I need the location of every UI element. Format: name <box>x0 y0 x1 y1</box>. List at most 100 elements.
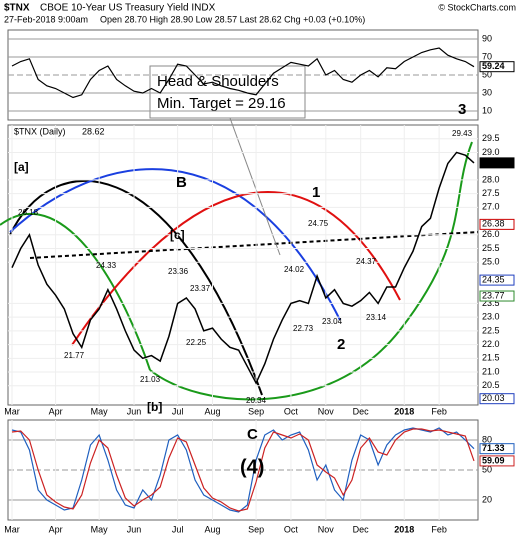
wave-label: 3 <box>458 101 466 118</box>
series-line <box>11 427 475 513</box>
y-tick-label: 50 <box>482 69 492 79</box>
x-tick-label: Nov <box>318 406 335 416</box>
x-tick-label: Oct <box>284 406 299 416</box>
price-annotation: 23.04 <box>322 317 343 326</box>
series-line <box>11 47 475 99</box>
cycle-arc <box>71 191 401 346</box>
y-tick-label: 22.5 <box>482 325 500 335</box>
x-tick-label: May <box>91 406 109 416</box>
y-tick-label: 30 <box>482 87 492 97</box>
price-annotation: 21.77 <box>64 351 85 360</box>
neckline <box>29 231 479 259</box>
wave-label: [b] <box>147 400 162 414</box>
cycle-arc <box>0 212 151 371</box>
wave-label: [a] <box>14 160 29 174</box>
x-tick-label: Feb <box>431 524 447 534</box>
last-value-label: 59.09 <box>482 455 505 465</box>
series-line <box>11 428 475 512</box>
level-box <box>479 274 515 286</box>
y-tick-label: 29.5 <box>482 133 500 143</box>
price-annotation: 23.14 <box>366 313 387 322</box>
y-tick-label: 29.0 <box>482 147 500 157</box>
y-tick-label: 90 <box>482 33 492 43</box>
callout-text: Min. Target = 29.16 <box>157 95 286 112</box>
x-tick-label: Apr <box>49 524 63 534</box>
x-tick-label: Jul <box>172 406 184 416</box>
price-annotation: 20.34 <box>246 396 267 405</box>
last-value-label: 59.24 <box>482 61 505 71</box>
x-tick-label: 2018 <box>394 406 414 416</box>
x-tick-label: Oct <box>284 524 299 534</box>
x-tick-label: Jun <box>127 406 142 416</box>
callout-pointer <box>229 117 281 256</box>
x-tick-label: Mar <box>4 524 20 534</box>
y-tick-label: 23.0 <box>482 312 500 322</box>
x-tick-label: Jul <box>172 524 184 534</box>
wave-label: (4) <box>240 456 264 478</box>
price-annotation: 22.73 <box>293 324 314 333</box>
price-annotation: 23.37 <box>190 284 211 293</box>
y-tick-label: 20.5 <box>482 380 500 390</box>
y-tick-label: 25.0 <box>482 257 500 267</box>
price-panel <box>7 124 479 406</box>
credit: © StockCharts.com <box>438 2 516 12</box>
callout-text: Head & Shoulders <box>157 73 279 90</box>
series-legend: $TNX (Daily) <box>14 126 66 136</box>
y-tick-label: 27.5 <box>482 188 500 198</box>
cycle-arc <box>9 168 341 321</box>
x-tick-label: Dec <box>353 406 370 416</box>
date: 27-Feb-2018 9:00am <box>4 14 88 24</box>
cycle-arcs <box>0 141 473 401</box>
wave-label: 2 <box>337 336 345 353</box>
y-tick-label: 25.5 <box>482 243 500 253</box>
level-label: 26.38 <box>482 219 505 229</box>
y-tick-label: 50 <box>482 464 492 474</box>
price-annotation: 22.25 <box>186 338 207 347</box>
quote: Open 28.70 High 28.90 Low 28.57 Last 28.… <box>100 14 365 24</box>
cycle-arc <box>149 141 473 401</box>
y-tick-label: 21.5 <box>482 353 500 363</box>
price-annotation: 24.02 <box>284 265 305 274</box>
wave-label: [c] <box>170 228 185 242</box>
wave-label: 1 <box>312 184 320 201</box>
price-annotation: 26.18 <box>18 208 39 217</box>
level-box <box>479 290 515 302</box>
price-annotation: 24.37 <box>356 257 377 266</box>
y-tick-label: 27.0 <box>482 202 500 212</box>
level-box <box>479 393 515 405</box>
symbol: $TNX <box>4 3 30 14</box>
x-tick-label: Jun <box>127 524 142 534</box>
x-tick-label: Sep <box>248 406 264 416</box>
last-value-label: 28.62 <box>482 157 505 167</box>
x-tick-label: Sep <box>248 524 264 534</box>
wave-label: B <box>176 174 187 191</box>
y-tick-label: 10 <box>482 105 492 115</box>
level-box <box>479 218 515 230</box>
x-tick-label: Apr <box>49 406 63 416</box>
price-annotation: 24.75 <box>308 219 329 228</box>
y-tick-label: 20 <box>482 494 492 504</box>
price-annotation: 29.43 <box>452 129 473 138</box>
wave-label: C <box>247 426 258 443</box>
price-annotation: 21.03 <box>140 375 161 384</box>
cycle-arc <box>9 180 263 396</box>
price-annotation: 24.33 <box>96 261 117 270</box>
y-tick-label: 80 <box>482 434 492 444</box>
last-value-box <box>479 443 515 455</box>
y-tick-label: 21.0 <box>482 366 500 376</box>
y-tick-label: 23.5 <box>482 298 500 308</box>
y-tick-label: 26.0 <box>482 229 500 239</box>
level-label: 20.03 <box>482 393 505 403</box>
x-tick-label: Aug <box>204 524 220 534</box>
x-tick-label: Aug <box>204 406 220 416</box>
price-annotation: 23.36 <box>168 267 189 276</box>
x-tick-label: May <box>91 524 109 534</box>
x-tick-label: Dec <box>353 524 370 534</box>
x-tick-label: Nov <box>318 524 335 534</box>
level-label: 24.35 <box>482 274 505 284</box>
y-tick-label: 22.0 <box>482 339 500 349</box>
instrument-name: CBOE 10-Year US Treasury Yield INDX <box>40 3 216 14</box>
y-tick-label: 70 <box>482 51 492 61</box>
last-value-box <box>479 455 515 467</box>
